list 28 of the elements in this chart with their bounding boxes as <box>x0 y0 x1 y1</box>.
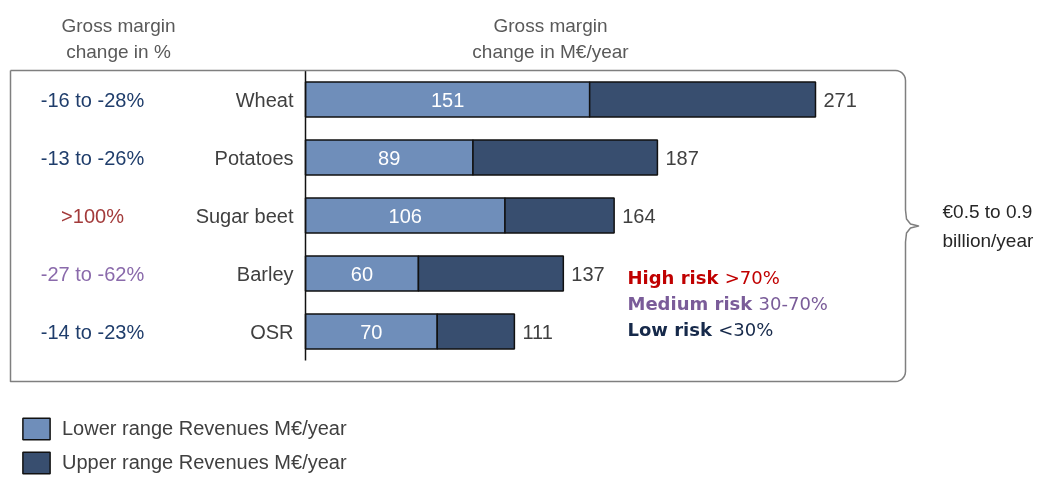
legend-label: Lower range Revenues M€/year <box>62 416 347 441</box>
data-label: 70 <box>360 320 383 343</box>
chart-title: Gross margin change in M€/year <box>472 14 630 63</box>
total-label: 271 <box>823 88 857 111</box>
y-tick-label: Sugar beet <box>195 204 294 227</box>
total-label: 187 <box>665 146 699 169</box>
total-label: 164 <box>622 204 656 227</box>
text: -13 to -26% <box>40 146 145 169</box>
y-tick-label: Potatoes <box>214 146 294 169</box>
text: >100% <box>61 204 125 227</box>
total-label: 111 <box>522 320 553 343</box>
annotation: High risk >70% <box>627 267 780 288</box>
annotation: Low risk <30% <box>627 319 774 340</box>
text: Gross margin change in % <box>61 14 176 63</box>
y-tick-label: OSR <box>250 320 294 343</box>
text: -16 to -28% <box>40 88 145 111</box>
text: €0.5 to 0.9 billion/year <box>942 200 1034 252</box>
data-label: 151 <box>430 88 465 111</box>
annotation: Medium risk 30-70% <box>627 293 828 314</box>
data-label: 106 <box>388 204 422 227</box>
legend-label: Upper range Revenues M€/year <box>62 450 347 475</box>
y-tick-label: Barley <box>236 262 294 285</box>
text: -27 to -62% <box>40 262 145 285</box>
data-label: 89 <box>378 146 401 169</box>
total-label: 137 <box>571 262 605 285</box>
data-label: 60 <box>350 262 374 285</box>
text: -14 to -23% <box>40 320 145 343</box>
y-tick-label: Wheat <box>235 88 294 111</box>
